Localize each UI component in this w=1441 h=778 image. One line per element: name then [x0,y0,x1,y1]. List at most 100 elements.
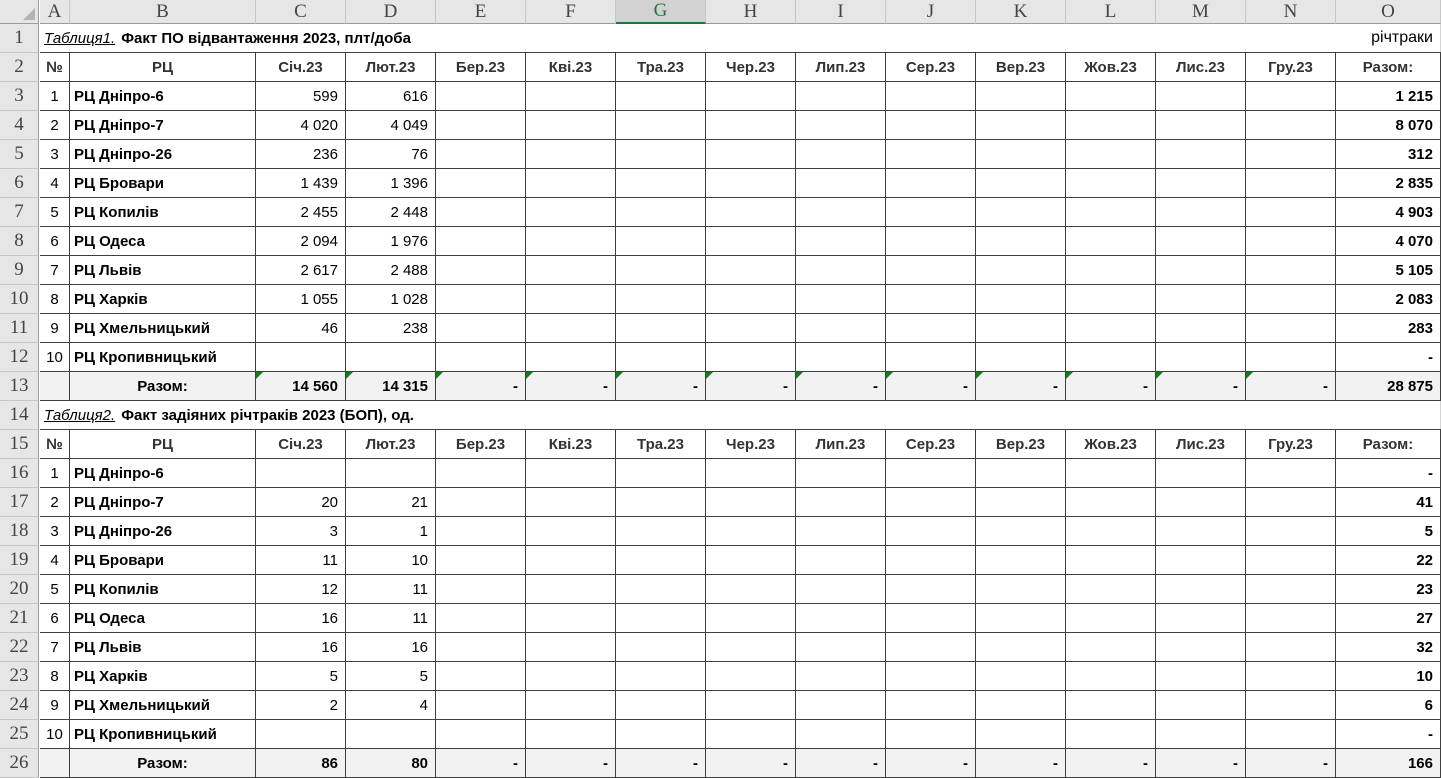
table1-header-2[interactable]: Січ.23 [256,53,346,82]
table1-cell-r10-c7[interactable] [706,343,796,372]
table1-cell-r4-c13[interactable] [1246,169,1336,198]
table2-cell-r5-c8[interactable] [796,575,886,604]
table2-cell-r6-c9[interactable] [886,604,976,633]
row-header-23[interactable]: 23 [0,662,39,691]
row-header-24[interactable]: 24 [0,691,39,720]
table2-cell-r9-c0[interactable]: 9 [40,691,70,720]
table1-cell-r9-c9[interactable] [886,314,976,343]
table2-cell-r10-c8[interactable] [796,720,886,749]
column-header-h[interactable]: H [706,0,796,24]
table1-total-c11[interactable]: - [1066,372,1156,401]
table1-cell-r7-c4[interactable] [436,256,526,285]
table1-cell-r6-c12[interactable] [1156,227,1246,256]
table2-cell-r2-c8[interactable] [796,488,886,517]
table1-cell-r1-c12[interactable] [1156,82,1246,111]
table1-cell-r2-c9[interactable] [886,111,976,140]
table1-cell-r1-c3[interactable]: 616 [346,82,436,111]
table1-cell-r5-c2[interactable]: 2 455 [256,198,346,227]
table1-total-c2[interactable]: 14 560 [256,372,346,401]
table1-cell-r4-c10[interactable] [976,169,1066,198]
table2-cell-r4-c1[interactable]: РЦ Бровари [70,546,256,575]
table2-cell-r7-c2[interactable]: 16 [256,633,346,662]
table1-cell-r4-c9[interactable] [886,169,976,198]
table1-total-c10[interactable]: - [976,372,1066,401]
table2-cell-r7-c8[interactable] [796,633,886,662]
table1-cell-r9-c12[interactable] [1156,314,1246,343]
table2-cell-r2-c6[interactable] [616,488,706,517]
table1-cell-r10-c8[interactable] [796,343,886,372]
table2-cell-r8-c2[interactable]: 5 [256,662,346,691]
table1-cell-r7-c12[interactable] [1156,256,1246,285]
table1-cell-r5-c0[interactable]: 5 [40,198,70,227]
table1-cell-r2-c0[interactable]: 2 [40,111,70,140]
table1-cell-r9-c14[interactable]: 283 [1336,314,1441,343]
table1-total-c12[interactable]: - [1156,372,1246,401]
table2-cell-r8-c0[interactable]: 8 [40,662,70,691]
row-header-20[interactable]: 20 [0,575,39,604]
table1-total-c13[interactable]: - [1246,372,1336,401]
table2-cell-r10-c10[interactable] [976,720,1066,749]
row-header-9[interactable]: 9 [0,256,39,285]
table1-cell-r3-c3[interactable]: 76 [346,140,436,169]
table2-cell-r1-c4[interactable] [436,459,526,488]
table1-header-0[interactable]: № [40,53,70,82]
row-header-18[interactable]: 18 [0,517,39,546]
table2-total-c13[interactable]: - [1246,749,1336,778]
table1-cell-r8-c11[interactable] [1066,285,1156,314]
table2-cell-r6-c0[interactable]: 6 [40,604,70,633]
table2-cell-r4-c2[interactable]: 11 [256,546,346,575]
table2-cell-r7-c9[interactable] [886,633,976,662]
table2-total-c9[interactable]: - [886,749,976,778]
table1-cell-r6-c7[interactable] [706,227,796,256]
table1-cell-r3-c12[interactable] [1156,140,1246,169]
select-all-corner[interactable] [0,0,39,24]
table2-cell-r5-c7[interactable] [706,575,796,604]
table1-cell-r6-c10[interactable] [976,227,1066,256]
table1-cell-r2-c8[interactable] [796,111,886,140]
row-header-6[interactable]: 6 [0,169,39,198]
table2-cell-r1-c5[interactable] [526,459,616,488]
table1-cell-r4-c7[interactable] [706,169,796,198]
table1-cell-r1-c4[interactable] [436,82,526,111]
table2-cell-r4-c12[interactable] [1156,546,1246,575]
table1-cell-r9-c5[interactable] [526,314,616,343]
table1-cell-r3-c10[interactable] [976,140,1066,169]
table1-cell-r10-c2[interactable] [256,343,346,372]
table1-cell-r1-c8[interactable] [796,82,886,111]
table1-header-11[interactable]: Жов.23 [1066,53,1156,82]
table2-cell-r5-c0[interactable]: 5 [40,575,70,604]
table2-cell-r6-c14[interactable]: 27 [1336,604,1441,633]
column-header-c[interactable]: C [256,0,346,24]
table1-cell-r2-c4[interactable] [436,111,526,140]
table1-cell-r5-c9[interactable] [886,198,976,227]
table1-cell-r6-c5[interactable] [526,227,616,256]
table1-cell-r9-c0[interactable]: 9 [40,314,70,343]
table2-cell-r6-c3[interactable]: 11 [346,604,436,633]
table1-total-c8[interactable]: - [796,372,886,401]
table1-cell-r3-c9[interactable] [886,140,976,169]
table2-cell-r1-c9[interactable] [886,459,976,488]
table1-cell-r4-c12[interactable] [1156,169,1246,198]
table2-cell-r3-c4[interactable] [436,517,526,546]
empty-cell-o14[interactable] [1336,401,1441,430]
table2-header-4[interactable]: Бер.23 [436,430,526,459]
table2-cell-r3-c1[interactable]: РЦ Дніпро-26 [70,517,256,546]
table2-cell-r5-c13[interactable] [1246,575,1336,604]
table2-cell-r6-c12[interactable] [1156,604,1246,633]
table2-cell-r2-c7[interactable] [706,488,796,517]
table1-cell-r7-c0[interactable]: 7 [40,256,70,285]
table1-cell-r5-c5[interactable] [526,198,616,227]
table2-cell-r10-c9[interactable] [886,720,976,749]
table2-header-8[interactable]: Лип.23 [796,430,886,459]
table1-cell-r1-c5[interactable] [526,82,616,111]
table1-cell-r2-c2[interactable]: 4 020 [256,111,346,140]
table2-cell-r3-c8[interactable] [796,517,886,546]
table2-cell-r7-c6[interactable] [616,633,706,662]
table1-cell-r10-c14[interactable]: - [1336,343,1441,372]
table2-cell-r1-c8[interactable] [796,459,886,488]
table1-cell-r4-c3[interactable]: 1 396 [346,169,436,198]
table1-total-c1[interactable]: Разом: [70,372,256,401]
table1-total-c5[interactable]: - [526,372,616,401]
table2-cell-r6-c6[interactable] [616,604,706,633]
table2-header-6[interactable]: Тра.23 [616,430,706,459]
